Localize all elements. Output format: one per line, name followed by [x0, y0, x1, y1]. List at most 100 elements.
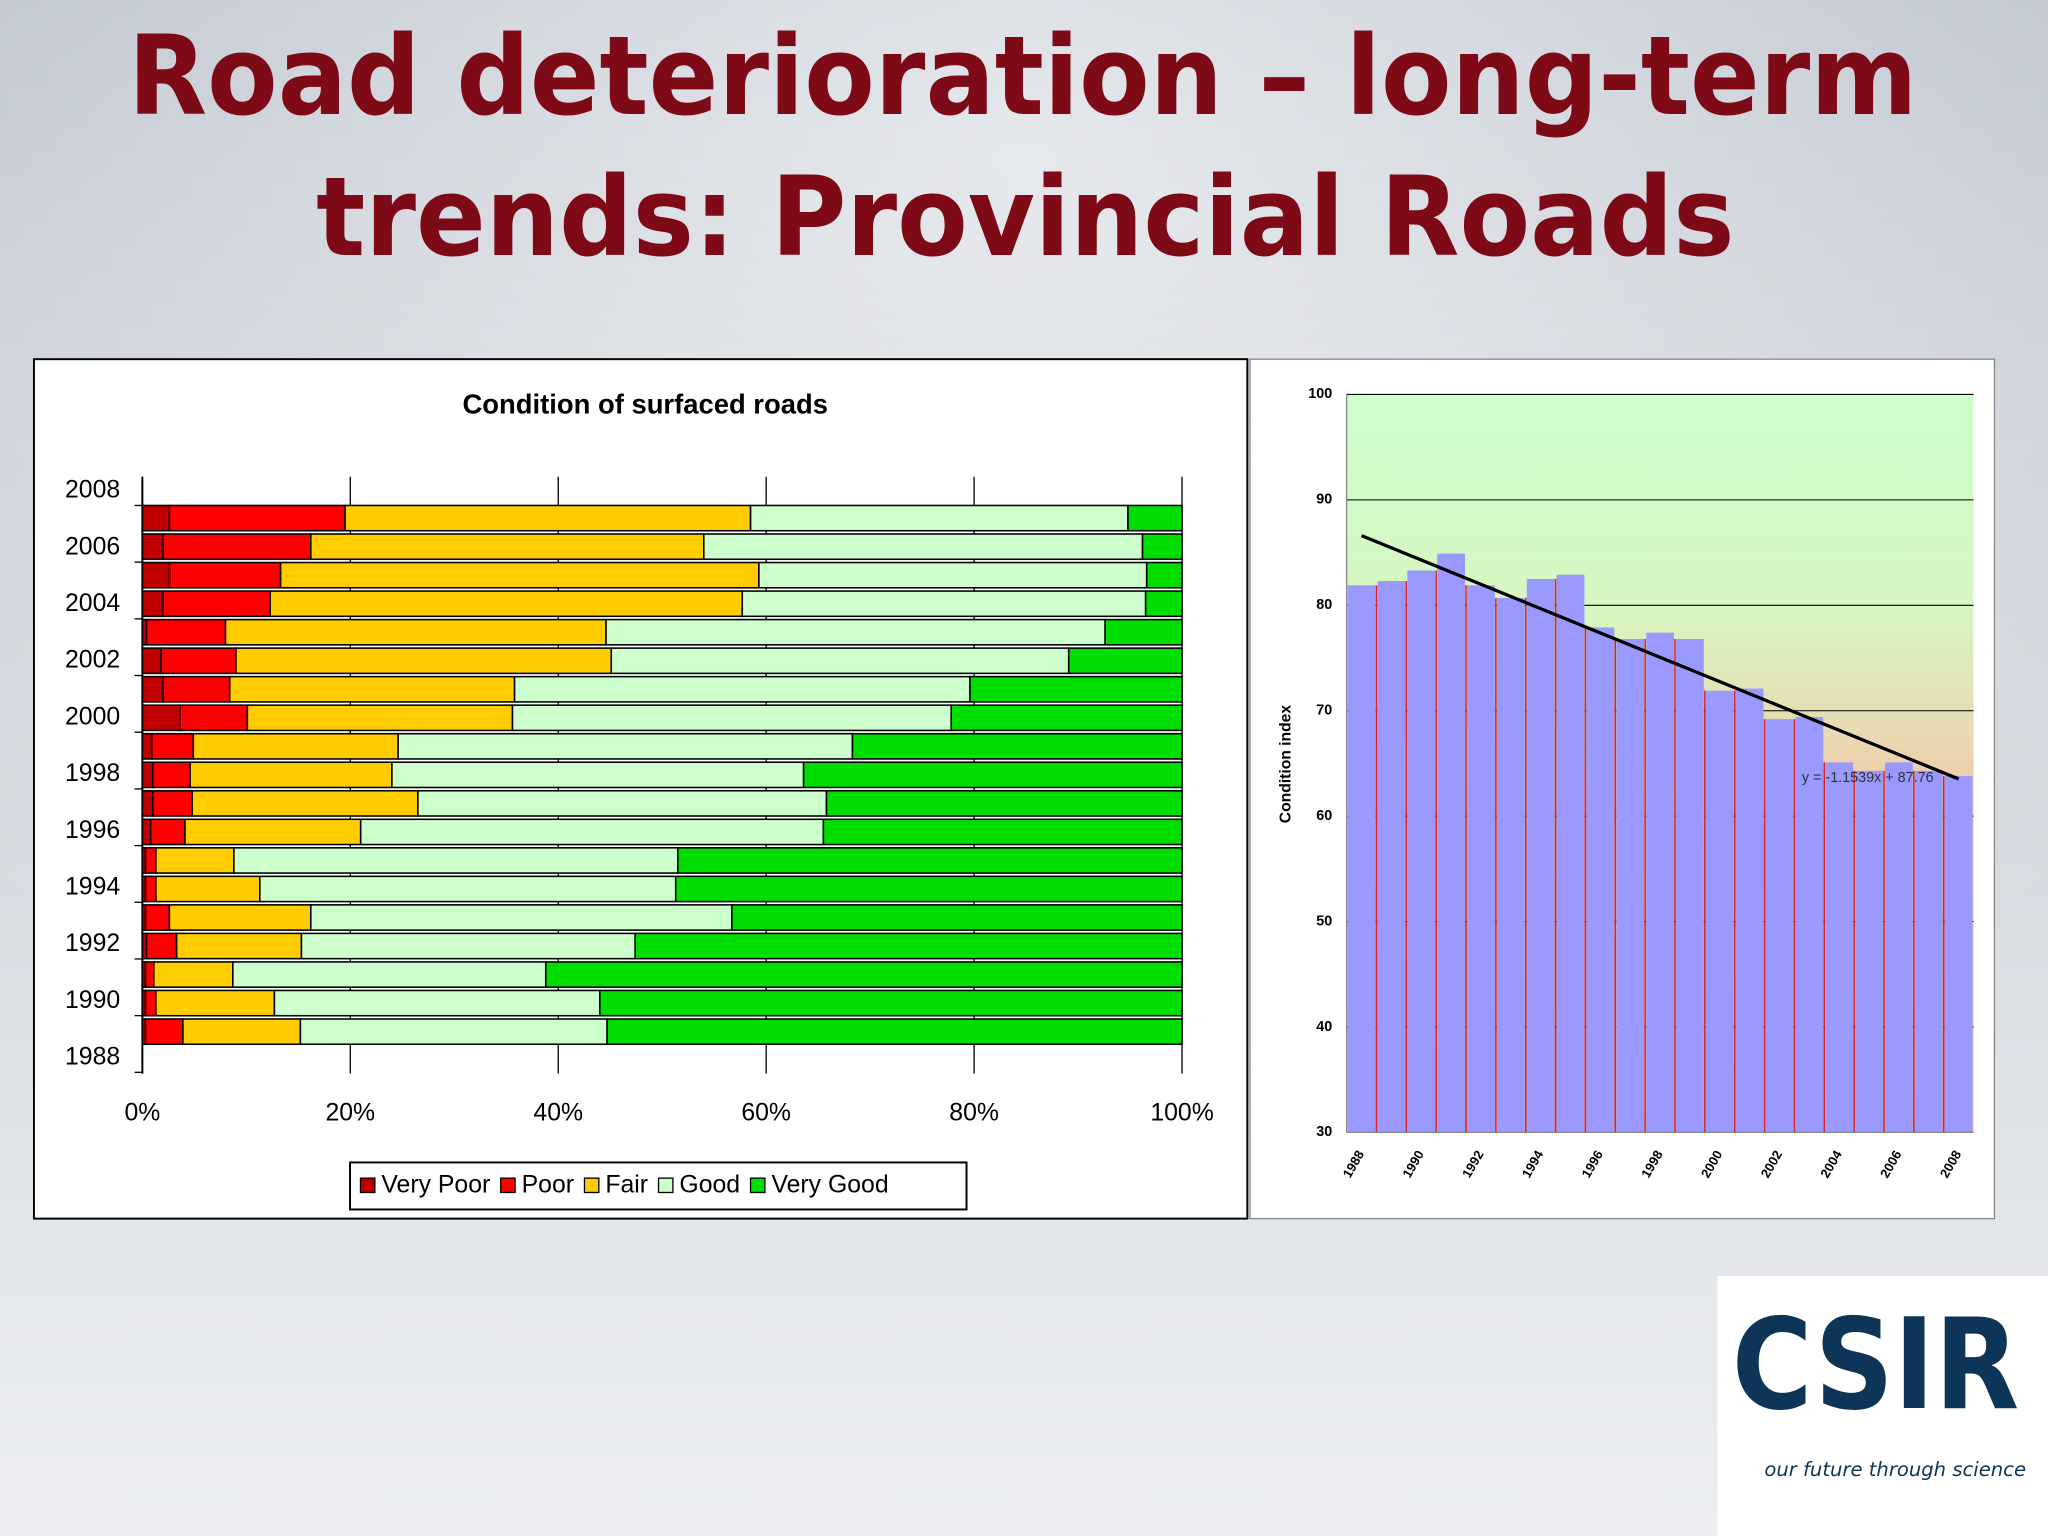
- bar-segment: [162, 590, 272, 618]
- bar-segment: [299, 1018, 608, 1046]
- legend-label: Poor: [522, 1172, 574, 1199]
- bar-segment: [1104, 618, 1183, 646]
- bar-segment: [233, 847, 679, 874]
- bar: [1735, 688, 1764, 1133]
- bar-segment: [141, 732, 153, 760]
- bar: [1914, 770, 1943, 1133]
- bar-segment: [1144, 590, 1183, 618]
- bar-segment: [151, 761, 191, 789]
- bar: [1885, 762, 1913, 1133]
- bar: [1944, 776, 1973, 1133]
- bar-segment: [144, 961, 155, 988]
- bar: [1825, 762, 1854, 1133]
- bar-segment: [168, 561, 282, 589]
- bar-segment: [144, 904, 171, 931]
- bar: [1765, 719, 1794, 1133]
- bar-segment: [802, 761, 1183, 789]
- bar-segment: [192, 732, 399, 760]
- bar-segment: [749, 504, 1129, 532]
- bar-segment: [145, 932, 178, 960]
- bar-segment: [141, 590, 164, 618]
- slide-title: trends: Provincial Roads: [316, 153, 1734, 281]
- legend-swatch: [749, 1177, 766, 1194]
- bar-segment: [246, 704, 514, 732]
- bar-segment: [155, 989, 276, 1017]
- bar: [1556, 574, 1585, 1133]
- x-tick-label: 60%: [741, 1100, 791, 1127]
- bar-segment: [511, 704, 953, 732]
- chart-panel: [32, 358, 1249, 1220]
- legend-label: Very Good: [771, 1172, 888, 1199]
- bar-segment: [677, 847, 1183, 874]
- bar-segment: [279, 561, 760, 589]
- bar-segment: [155, 847, 235, 874]
- bar: [1705, 690, 1734, 1133]
- bar: [1467, 585, 1495, 1133]
- bar-segment: [150, 732, 195, 760]
- bar-segment: [544, 961, 1183, 988]
- bar-segment: [141, 647, 162, 675]
- y-tick-label: 70: [1316, 703, 1332, 719]
- bar-segment: [344, 504, 752, 532]
- bar-segment: [599, 989, 1183, 1017]
- bar-segment: [141, 504, 171, 532]
- bar-segment: [168, 504, 346, 532]
- legend-swatch: [359, 1177, 376, 1194]
- bar-segment: [1141, 533, 1183, 561]
- bar-segment: [162, 675, 231, 703]
- bar-segment: [141, 533, 164, 561]
- bar: [1586, 627, 1615, 1133]
- bar: [1377, 581, 1406, 1133]
- bar-segment: [741, 590, 1147, 618]
- bar-segment: [151, 789, 194, 817]
- y-tick-label: 60: [1316, 808, 1332, 824]
- x-tick-label: 40%: [533, 1100, 583, 1127]
- x-tick-label: 20%: [325, 1100, 375, 1127]
- y-tick-label: 30: [1316, 1124, 1332, 1140]
- x-tick-label: 100%: [1150, 1100, 1213, 1127]
- bar: [1437, 553, 1465, 1133]
- bar-segment: [144, 875, 157, 903]
- bar-segment: [224, 618, 607, 646]
- bar-segment: [182, 1018, 302, 1046]
- y-tick-label: 1998: [65, 760, 120, 787]
- bar-segment: [141, 789, 154, 817]
- bar-segment: [141, 561, 171, 589]
- bar-segment: [235, 647, 613, 675]
- y-tick-label: 1988: [65, 1044, 120, 1071]
- bar-segment: [606, 1018, 1183, 1046]
- y-tick-label: 1990: [65, 987, 120, 1014]
- bar-segment: [359, 818, 825, 846]
- y-tick-label: 100: [1308, 386, 1332, 402]
- legend-swatch: [657, 1177, 674, 1194]
- bar-segment: [731, 904, 1183, 931]
- trend-label: y = -1.1539x + 87.76: [1802, 770, 1934, 786]
- bar: [1526, 578, 1555, 1133]
- bar-segment: [141, 704, 181, 732]
- bar: [1407, 570, 1436, 1133]
- legend-label: Good: [679, 1172, 740, 1199]
- bar: [1855, 770, 1883, 1133]
- bar-segment: [758, 561, 1148, 589]
- y-tick-label: 50: [1316, 913, 1332, 929]
- logo: CSIR: [1732, 1292, 2019, 1438]
- bar-segment: [162, 533, 312, 561]
- bar-segment: [950, 704, 1183, 732]
- bar-segment: [634, 932, 1183, 960]
- bar-segment: [144, 1018, 184, 1046]
- bar-segment: [310, 533, 705, 561]
- y-tick-label: 40: [1316, 1019, 1332, 1035]
- bar-segment: [1127, 504, 1183, 532]
- bar: [1795, 717, 1824, 1133]
- bar-segment: [149, 818, 186, 846]
- bar: [1347, 585, 1376, 1133]
- bar-segment: [851, 732, 1183, 760]
- bar-segment: [969, 675, 1183, 703]
- y-tick-label: 90: [1316, 492, 1332, 508]
- bar-segment: [144, 847, 157, 874]
- y-tick-label: 80: [1316, 597, 1332, 613]
- chart-title: Condition of surfaced roads: [463, 388, 828, 419]
